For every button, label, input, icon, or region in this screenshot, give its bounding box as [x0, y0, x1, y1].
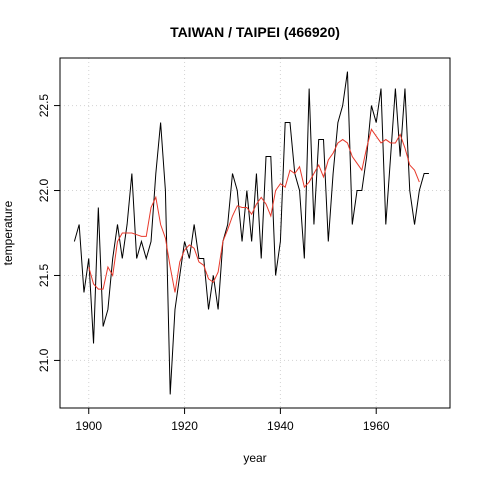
- y-tick-label: 21.5: [37, 263, 51, 287]
- x-tick-label: 1940: [267, 419, 294, 433]
- y-tick-label: 21.0: [37, 348, 51, 372]
- line: [88, 128, 420, 293]
- line: [73, 71, 429, 395]
- y-tick-label: 22.0: [37, 179, 51, 203]
- y-axis-label: temperature: [1, 200, 15, 265]
- y-tick-label: 22.5: [37, 94, 51, 118]
- x-axis-label: year: [243, 451, 266, 465]
- plot-frame: [59, 57, 451, 409]
- x-tick-label: 1960: [363, 419, 390, 433]
- chart-title: TAIWAN / TAIPEI (466920): [170, 24, 340, 40]
- x-tick-label: 1900: [75, 419, 102, 433]
- x-tick-label: 1920: [171, 419, 198, 433]
